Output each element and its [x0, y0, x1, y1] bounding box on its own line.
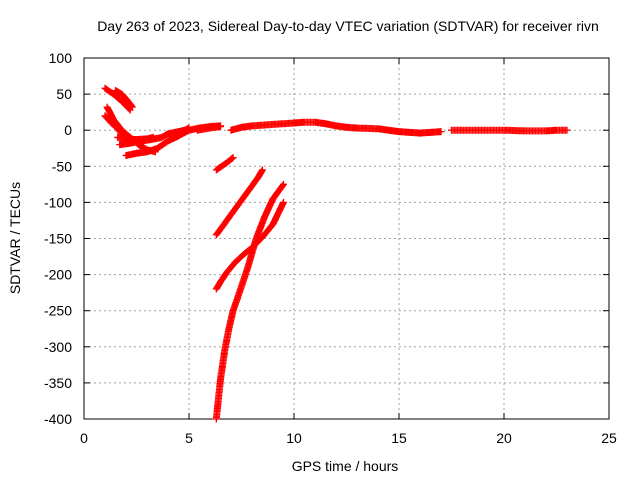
- x-axis-label: GPS time / hours: [292, 458, 399, 474]
- tick-layer: 0 5 10 15 20 25 100 50 0 -50 -100 -150 -200 -250 -300 -…: [44, 50, 617, 446]
- data-points: [112, 87, 136, 111]
- data-points: [114, 133, 157, 144]
- x-tick-label: 10: [286, 430, 302, 446]
- data-points: [448, 126, 571, 135]
- x-tick-label: 20: [496, 430, 512, 446]
- data-points: [212, 154, 237, 174]
- x-tick-label: 5: [185, 430, 193, 446]
- x-tick-label: 0: [80, 430, 88, 446]
- y-tick-label: 100: [49, 50, 73, 66]
- series-arc-late-a: [193, 123, 224, 134]
- grid-layer: [84, 58, 609, 419]
- data-points: [101, 84, 134, 114]
- x-tick-label: 25: [601, 430, 617, 446]
- series-arc-mid: [227, 118, 445, 137]
- data-points: [227, 118, 445, 137]
- series-drop-c: [212, 198, 287, 293]
- y-tick-label: 50: [56, 86, 72, 102]
- chart-title: Day 263 of 2023, Sidereal Day-to-day VTE…: [97, 18, 599, 34]
- series-drop-a: [212, 154, 237, 174]
- series-arc-early-g: [114, 133, 157, 144]
- y-tick-label: 0: [64, 122, 72, 138]
- data-points: [193, 123, 224, 134]
- y-tick-label: -100: [44, 194, 72, 210]
- series-arc-early-a: [101, 84, 134, 114]
- y-tick-label: -400: [44, 411, 72, 427]
- y-tick-label: -50: [52, 158, 72, 174]
- y-tick-label: -350: [44, 375, 72, 391]
- y-axis-label: SDTVAR / TECUs: [7, 182, 23, 294]
- y-tick-label: -200: [44, 267, 72, 283]
- data-points: [212, 198, 287, 293]
- series-arc-early-c: [112, 87, 136, 111]
- y-tick-label: -250: [44, 303, 72, 319]
- data-points: [212, 166, 266, 239]
- series-drop-d: [212, 180, 287, 423]
- series-drop-b: [212, 166, 266, 239]
- y-tick-label: -150: [44, 231, 72, 247]
- series-arc-late-b: [448, 126, 571, 135]
- data-points: [212, 180, 287, 423]
- points-layer: [101, 84, 571, 423]
- y-tick-label: -300: [44, 339, 72, 355]
- x-tick-label: 15: [391, 430, 407, 446]
